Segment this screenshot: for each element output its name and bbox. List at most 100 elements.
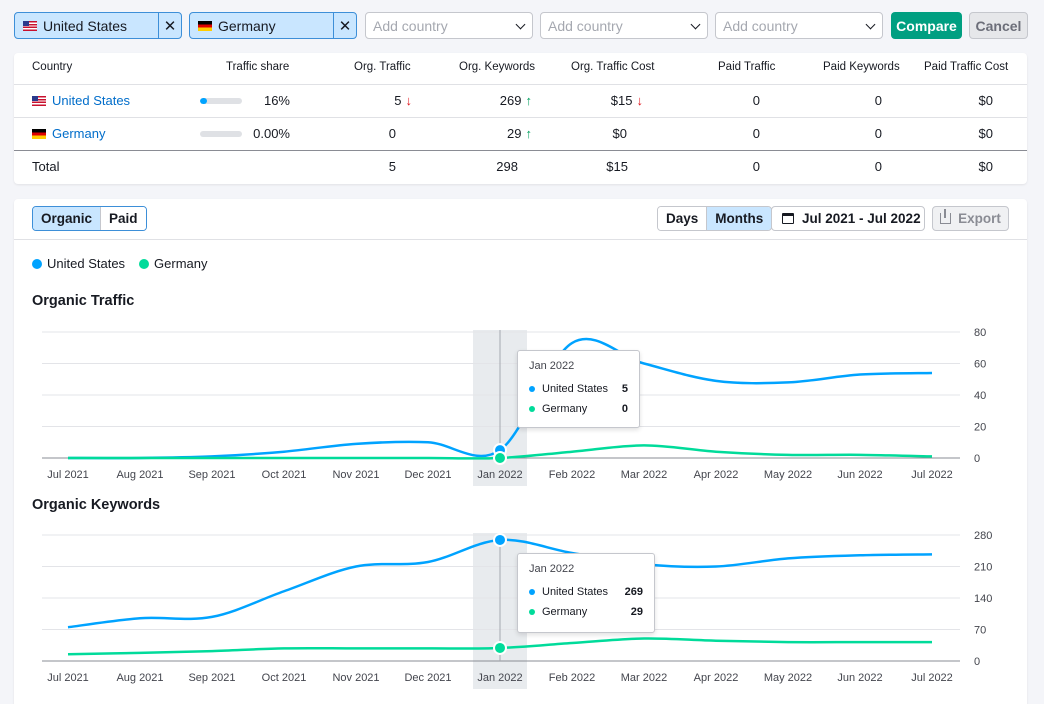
country-chip-label[interactable]: United States	[15, 13, 159, 38]
legend-dot-us	[32, 258, 42, 269]
add-country-dropdown-2[interactable]: Add country	[540, 12, 708, 39]
granularity-months-button[interactable]: Months	[707, 207, 772, 230]
traffic-share-bar	[200, 98, 242, 104]
column-header-paid-traffic-cost[interactable]: Paid Traffic Cost	[924, 61, 1009, 73]
legend-dot-de	[139, 258, 150, 269]
arrow-up-icon: ↑	[525, 93, 533, 108]
date-range-picker[interactable]: Jul 2021 - Jul 2022	[771, 206, 925, 231]
country-chip-united-states: United States ✕	[14, 12, 182, 39]
org-keywords-cell: 269 ↑	[499, 93, 533, 108]
tab-organic[interactable]: Organic	[33, 207, 102, 230]
x-tick-label: Sep 2021	[188, 672, 235, 684]
column-header-org-traffic[interactable]: Org. Traffic	[354, 61, 411, 73]
total-paid-traffic: 0	[752, 159, 760, 174]
panel-header-divider	[14, 239, 1027, 240]
x-tick-label: Mar 2022	[621, 469, 667, 481]
x-tick-label: Jul 2021	[47, 672, 89, 684]
hover-point	[493, 532, 507, 547]
chart-title-organic-traffic: Organic Traffic	[32, 293, 135, 309]
x-tick-label: Oct 2021	[262, 469, 307, 481]
us-flag-icon	[32, 95, 46, 106]
remove-country-icon[interactable]: ✕	[338, 17, 352, 35]
x-tick-label: Nov 2021	[332, 469, 379, 481]
country-link-germany[interactable]: Germany	[52, 126, 106, 141]
hover-point	[493, 640, 507, 655]
traffic-share-fill	[200, 98, 207, 104]
column-header-traffic-share[interactable]: Traffic share	[226, 61, 290, 73]
column-header-paid-traffic[interactable]: Paid Traffic	[718, 61, 776, 73]
column-header-org-traffic-cost[interactable]: Org. Traffic Cost	[571, 61, 655, 73]
arrow-down-icon: ↓	[405, 93, 413, 108]
remove-country-icon[interactable]: ✕	[163, 17, 177, 35]
x-tick-label: Mar 2022	[621, 672, 667, 684]
country-comparison-table: Country Traffic share Org. Traffic Org. …	[14, 53, 1027, 184]
country-filter-bar: United States ✕ Germany ✕ Add country Ad…	[14, 12, 1030, 40]
chart-title-organic-keywords: Organic Keywords	[32, 497, 161, 513]
paid-keywords-cell: 0	[874, 126, 882, 141]
country-link-united-states[interactable]: United States	[52, 93, 131, 108]
us-flag-icon	[23, 20, 37, 31]
org-keywords-cell: 29 ↑	[507, 126, 532, 141]
x-tick-label: Jul 2022	[911, 469, 953, 481]
add-country-dropdown-1[interactable]: Add country	[365, 12, 533, 39]
x-tick-label: Jan 2022	[477, 469, 522, 481]
calendar-icon	[782, 213, 794, 224]
paid-traffic-cost-cell: $0	[978, 93, 993, 108]
x-tick-label: Jul 2022	[911, 672, 953, 684]
tooltip-dot-us	[529, 386, 535, 392]
legend-item-germany[interactable]: Germany	[139, 256, 208, 271]
column-header-org-keywords[interactable]: Org. Keywords	[459, 61, 536, 73]
y-tick-label: 40	[974, 390, 986, 402]
tab-paid[interactable]: Paid	[101, 207, 146, 230]
x-tick-label: Nov 2021	[332, 672, 379, 684]
export-button[interactable]: Export	[932, 206, 1009, 231]
org-traffic-cost-cell: $15 ↓	[610, 93, 643, 108]
country-chip-germany: Germany ✕	[189, 12, 357, 39]
granularity-days-button[interactable]: Days	[658, 207, 708, 230]
y-tick-label: 20	[974, 422, 986, 434]
x-tick-label: Sep 2021	[188, 469, 235, 481]
x-tick-label: Feb 2022	[549, 469, 595, 481]
y-tick-label: 60	[974, 359, 986, 371]
cancel-button[interactable]: Cancel	[969, 12, 1028, 39]
x-tick-label: Apr 2022	[694, 672, 739, 684]
x-tick-label: Jun 2022	[837, 469, 882, 481]
country-chip-label[interactable]: Germany	[190, 13, 334, 38]
organic-paid-toggle: Organic Paid	[32, 206, 147, 231]
granularity-toggle: Days Months	[657, 206, 773, 231]
org-traffic-cost-cell: $0	[612, 126, 627, 141]
total-paid-traffic-cost: $0	[978, 159, 993, 174]
tooltip-dot-de	[529, 609, 535, 615]
row-divider	[14, 117, 1027, 118]
compare-button[interactable]: Compare	[891, 12, 962, 39]
x-tick-label: Aug 2021	[116, 672, 163, 684]
add-country-dropdown-3[interactable]: Add country	[715, 12, 883, 39]
de-flag-icon	[198, 20, 212, 31]
column-header-country[interactable]: Country	[32, 61, 73, 73]
de-flag-icon	[32, 128, 46, 139]
x-tick-label: Jan 2022	[477, 672, 522, 684]
total-label: Total	[32, 159, 60, 174]
hover-point	[493, 451, 507, 465]
tooltip-dot-us	[529, 589, 535, 595]
traffic-share-value: 0.00%	[253, 126, 290, 141]
y-tick-label: 80	[974, 327, 986, 339]
traffic-share-bar	[200, 131, 242, 137]
chart-tooltip-keywords: Jan 2022 United States 269 Germany 29	[517, 553, 655, 633]
y-tick-label: 140	[974, 593, 992, 605]
x-tick-label: May 2022	[764, 469, 812, 481]
x-tick-label: Feb 2022	[549, 672, 595, 684]
column-header-paid-keywords[interactable]: Paid Keywords	[823, 61, 900, 73]
paid-keywords-cell: 0	[874, 93, 882, 108]
chart-tooltip-traffic: Jan 2022 United States 5 Germany 0	[517, 350, 640, 428]
y-tick-label: 210	[974, 562, 992, 574]
x-tick-label: Apr 2022	[694, 469, 739, 481]
y-tick-label: 280	[974, 530, 992, 542]
org-traffic-cell: 0	[388, 126, 396, 141]
total-paid-keywords: 0	[874, 159, 882, 174]
chart-legend: United States Germany	[32, 256, 222, 271]
total-org-traffic: 5	[388, 159, 396, 174]
x-tick-label: Jun 2022	[837, 672, 882, 684]
tooltip-dot-de	[529, 406, 535, 412]
legend-item-united-states[interactable]: United States	[32, 256, 125, 271]
